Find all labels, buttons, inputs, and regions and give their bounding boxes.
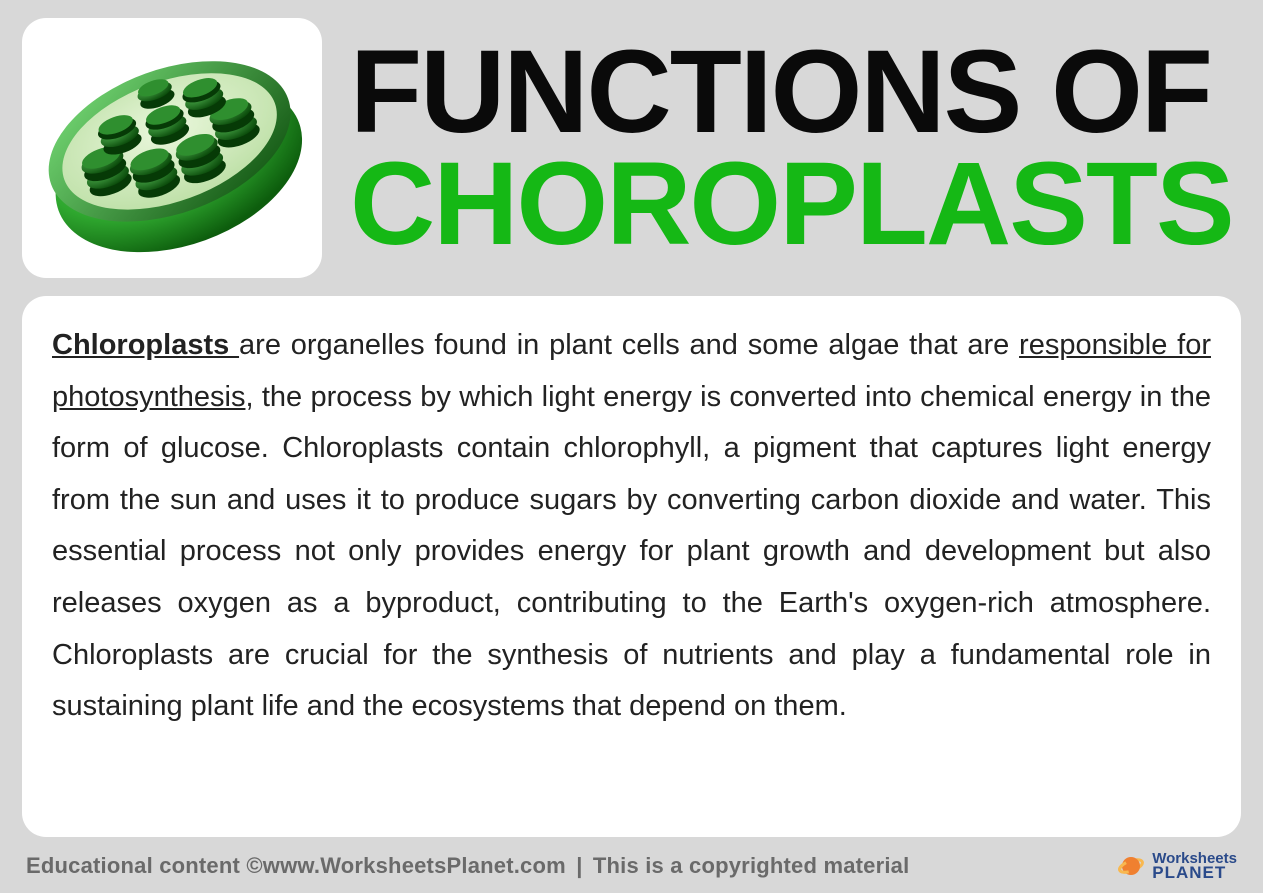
body-text-card: Chloroplasts are organelles found in pla…	[22, 296, 1241, 837]
chloroplast-icon	[27, 23, 317, 273]
body-plain-1: are organelles found in plant cells and …	[239, 329, 1019, 361]
body-plain-2: , the process by which light energy is c…	[52, 381, 1211, 723]
brand-logo-line2: PLANET	[1152, 865, 1237, 880]
planet-icon	[1116, 851, 1146, 881]
body-underline-bold: Chloroplasts	[52, 329, 239, 361]
footer-text-2: This is a copyrighted material	[593, 853, 910, 878]
title-block: FUNCTIONS OF CHOROPLASTS	[350, 36, 1241, 260]
footer: Educational content ©www.WorksheetsPlane…	[22, 837, 1241, 885]
footer-separator: |	[576, 853, 582, 878]
brand-logo: Worksheets PLANET	[1116, 851, 1237, 881]
body-paragraph: Chloroplasts are organelles found in pla…	[52, 320, 1211, 733]
title-line-2: CHOROPLASTS	[350, 148, 1241, 260]
title-line-1: FUNCTIONS OF	[350, 36, 1241, 148]
footer-url: www.WorksheetsPlanet.com	[263, 853, 566, 878]
header: FUNCTIONS OF CHOROPLASTS	[22, 18, 1241, 278]
footer-text-1: Educational content	[26, 853, 246, 878]
brand-logo-text: Worksheets PLANET	[1152, 852, 1237, 881]
copyright-symbol: ©	[246, 853, 262, 878]
chloroplast-illustration-card	[22, 18, 322, 278]
footer-text: Educational content ©www.WorksheetsPlane…	[26, 853, 909, 879]
